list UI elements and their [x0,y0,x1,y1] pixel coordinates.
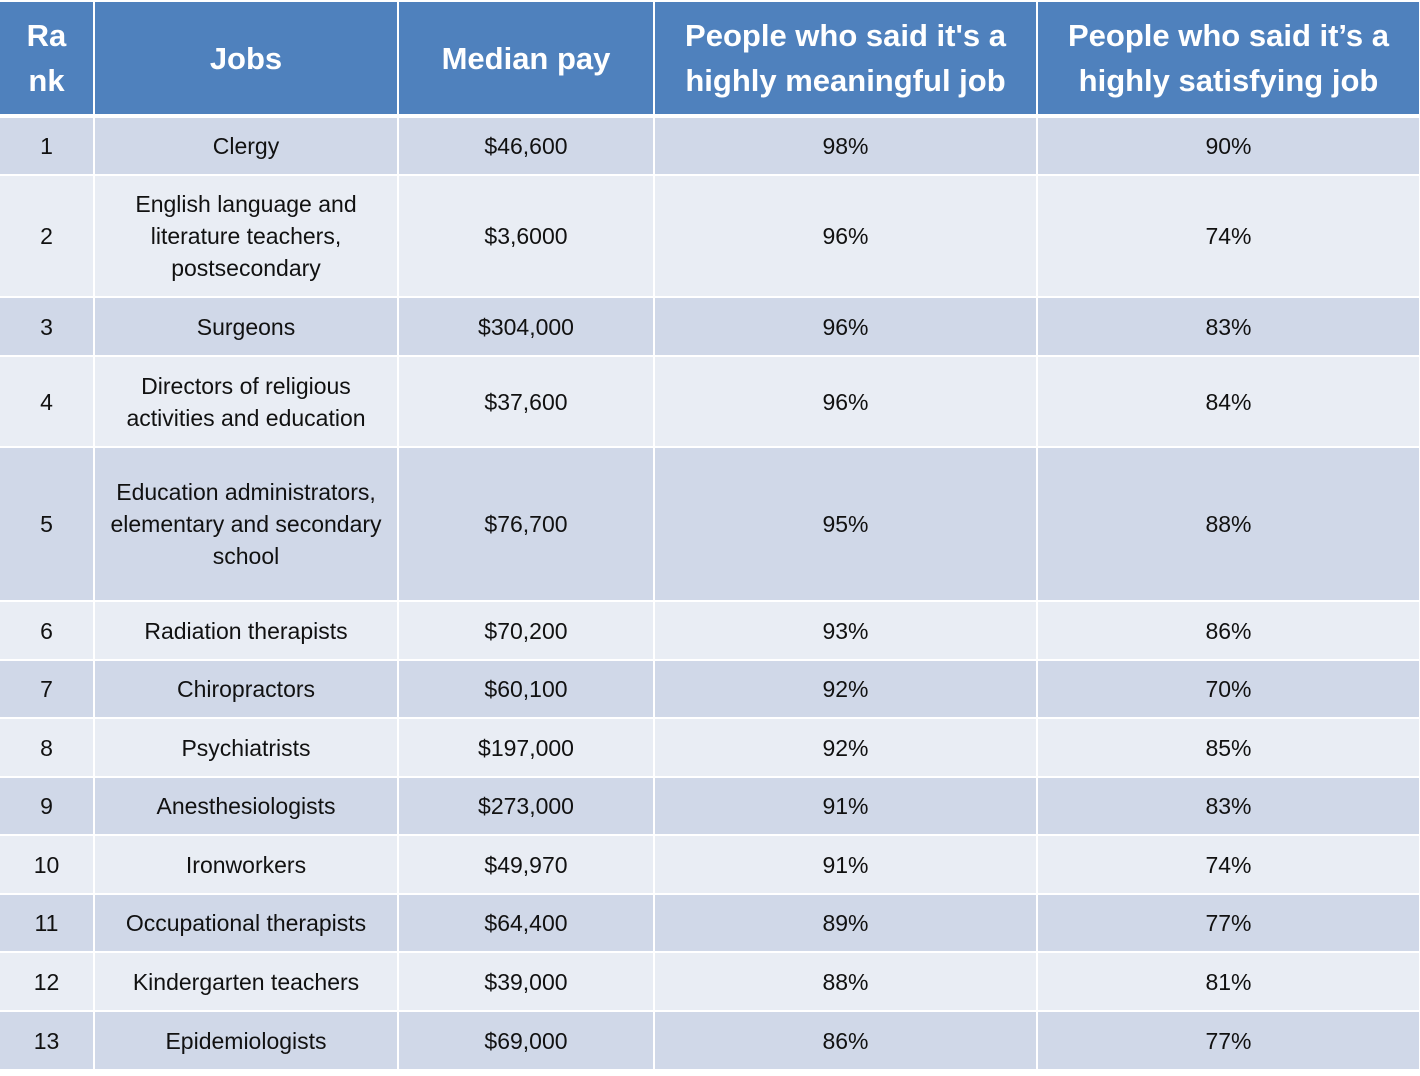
pay-cell: $304,000 [397,296,655,357]
pay-cell: $197,000 [397,717,655,778]
satisfying-cell: 83% [1036,296,1420,357]
column-header: People who said it's a highly meaningful… [653,0,1038,118]
job-cell: English language and literature teachers… [93,174,399,298]
rank-cell: 6 [0,600,95,661]
job-cell: Anesthesiologists [93,776,399,836]
column-header: Jobs [93,0,399,118]
satisfying-cell: 85% [1036,717,1420,778]
table-row: 5 Education administrators, elementary an… [0,446,1420,602]
satisfying-cell: 74% [1036,174,1420,298]
pay-cell: $70,200 [397,600,655,661]
pay-cell: $64,400 [397,893,655,953]
satisfying-cell: 77% [1036,893,1420,953]
meaningful-cell: 96% [653,174,1038,298]
rank-cell: 11 [0,893,95,953]
pay-cell: $76,700 [397,446,655,602]
table-row: 1 Clergy $46,600 98% 90% [0,115,1420,176]
pay-cell: $3,6000 [397,174,655,298]
table-row: 3 Surgeons $304,000 96% 83% [0,296,1420,357]
table-row: 13 Epidemiologists $69,000 86% 77% [0,1010,1420,1071]
job-cell: Kindergarten teachers [93,951,399,1012]
satisfying-cell: 84% [1036,355,1420,448]
table-row: 12 Kindergarten teachers $39,000 88% 81% [0,951,1420,1012]
pay-cell: $49,970 [397,834,655,895]
rank-cell: 5 [0,446,95,602]
pay-cell: $37,600 [397,355,655,448]
meaningful-cell: 89% [653,893,1038,953]
meaningful-cell: 91% [653,834,1038,895]
job-cell: Clergy [93,115,399,176]
meaningful-cell: 98% [653,115,1038,176]
job-cell: Surgeons [93,296,399,357]
satisfying-cell: 81% [1036,951,1420,1012]
satisfying-cell: 77% [1036,1010,1420,1071]
table-row: 7 Chiropractors $60,100 92% 70% [0,659,1420,719]
meaningful-cell: 92% [653,659,1038,719]
table-row: 8 Psychiatrists $197,000 92% 85% [0,717,1420,778]
job-cell: Psychiatrists [93,717,399,778]
rank-cell: 8 [0,717,95,778]
rank-cell: 2 [0,174,95,298]
table-header: Rank Jobs Median pay People who said it's a… [0,0,1420,118]
pay-cell: $69,000 [397,1010,655,1071]
job-cell: Directors of religious activities and ed… [93,355,399,448]
rank-cell: 13 [0,1010,95,1071]
meaningful-cell: 96% [653,355,1038,448]
table-row: 6 Radiation therapists $70,200 93% 86% [0,600,1420,661]
satisfying-cell: 83% [1036,776,1420,836]
table-body: 1 Clergy $46,600 98% 90% 2 English language an… [0,115,1420,1071]
rank-cell: 10 [0,834,95,895]
job-cell: Occupational therapists [93,893,399,953]
table-row: 10 Ironworkers $49,970 91% 74% [0,834,1420,895]
rank-cell: 3 [0,296,95,357]
job-cell: Ironworkers [93,834,399,895]
satisfying-cell: 88% [1036,446,1420,602]
pay-cell: $46,600 [397,115,655,176]
meaningful-cell: 93% [653,600,1038,661]
meaningful-cell: 88% [653,951,1038,1012]
satisfying-cell: 86% [1036,600,1420,661]
rank-cell: 1 [0,115,95,176]
header-row: Rank Jobs Median pay People who said it's a… [0,0,1420,118]
meaningful-cell: 86% [653,1010,1038,1071]
table-row: 4 Directors of religious activities and e… [0,355,1420,448]
meaningful-cell: 91% [653,776,1038,836]
rank-cell: 9 [0,776,95,836]
job-cell: Chiropractors [93,659,399,719]
pay-cell: $273,000 [397,776,655,836]
table-row: 11 Occupational therapists $64,400 89% 77% [0,893,1420,953]
meaningful-cell: 95% [653,446,1038,602]
job-cell: Education administrators, elementary and… [93,446,399,602]
table-row: 2 English language and literature teacher… [0,174,1420,298]
column-header: People who said it’s a highly satisfying… [1036,0,1420,118]
job-cell: Radiation therapists [93,600,399,661]
satisfying-cell: 90% [1036,115,1420,176]
column-header: Median pay [397,0,655,118]
table-row: 9 Anesthesiologists $273,000 91% 83% [0,776,1420,836]
column-header-text: Rank [26,18,67,98]
pay-cell: $39,000 [397,951,655,1012]
meaningful-cell: 92% [653,717,1038,778]
rank-cell: 12 [0,951,95,1012]
rank-cell: 7 [0,659,95,719]
rank-cell: 4 [0,355,95,448]
meaningful-cell: 96% [653,296,1038,357]
job-cell: Epidemiologists [93,1010,399,1071]
satisfying-cell: 70% [1036,659,1420,719]
pay-cell: $60,100 [397,659,655,719]
satisfying-cell: 74% [1036,834,1420,895]
column-header: Rank [0,0,95,118]
